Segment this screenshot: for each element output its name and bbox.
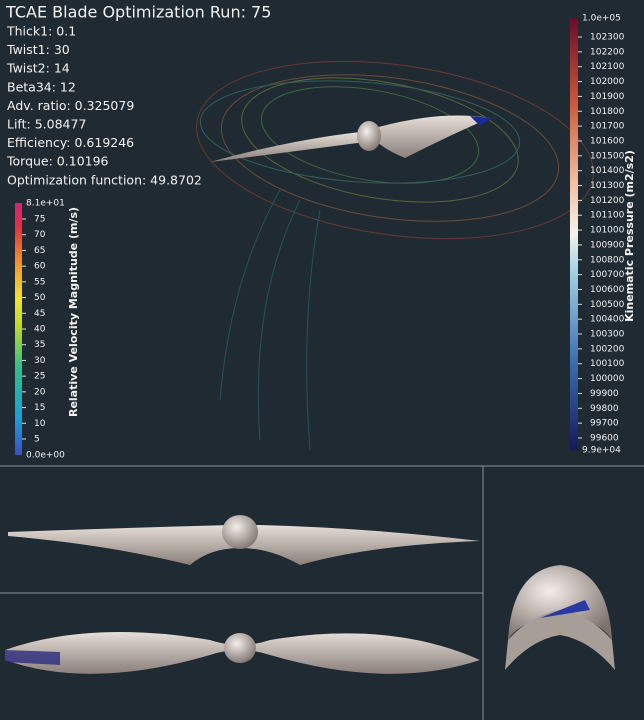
colorbar-tick-label: 101100: [590, 211, 625, 221]
colorbar-tick-label: 99700: [590, 419, 619, 429]
colorbar-tick-label: 102100: [590, 62, 625, 72]
parameter: Twist2: 14: [6, 61, 70, 76]
parameter: Adv. ratio: 0.325079: [7, 98, 134, 113]
colorbar-title: Kinematic Pressure (m2/s2): [623, 150, 636, 322]
colorbar-tick-label: 100500: [590, 300, 625, 310]
colorbar-tick-label: 45: [34, 309, 45, 319]
colorbar-tick-label: 10: [34, 419, 46, 429]
parameter: Twist1: 30: [6, 42, 70, 57]
colorbar-tick-label: 70: [34, 230, 46, 240]
colorbar-tick-label: 101200: [590, 196, 625, 206]
propeller-front-view: [8, 515, 480, 565]
colorbar-tick-label: 100400: [590, 315, 625, 325]
colorbar-tick-label: 100100: [590, 359, 625, 369]
parameter: Beta34: 12: [7, 79, 76, 94]
colorbar-tick-label: 100300: [590, 330, 625, 340]
colorbar-tick-label: 100000: [590, 374, 625, 384]
velocity-colorbar: [15, 203, 22, 455]
colorbar-tick-label: 101000: [590, 226, 625, 236]
parameter: Lift: 5.08477: [7, 117, 86, 132]
propeller-side-view: [505, 565, 615, 670]
colorbar-tick-label: 101400: [590, 166, 625, 176]
colorbar-tick-label: 102200: [590, 47, 625, 57]
colorbar-tick-label: 25: [34, 372, 45, 382]
colorbar-title: Relative Velocity Magnitude (m/s): [67, 207, 80, 417]
colorbar-tick-label: 15: [34, 403, 45, 413]
title: TCAE Blade Optimization Run: 75: [5, 3, 271, 22]
colorbar-tick-label: 101900: [590, 92, 625, 102]
parameter: Efficiency: 0.619246: [7, 135, 134, 150]
colorbar-tick-label: 40: [34, 325, 46, 335]
colorbar-tick-label: 35: [34, 340, 45, 350]
pressure-colorbar: [570, 18, 578, 450]
colorbar-tick-label: 102000: [590, 77, 625, 87]
colorbar-tick-label: 65: [34, 246, 45, 256]
colorbar-tick-label: 75: [34, 215, 45, 225]
colorbar-tick-label: 60: [34, 262, 46, 272]
colorbar-tick-label: 99900: [590, 389, 619, 399]
colorbar-tick-label: 55: [34, 277, 45, 287]
colorbar-tick-label: 101700: [590, 122, 625, 132]
colorbar-tick-label: 30: [34, 356, 46, 366]
colorbar-min: 9.9e+04: [582, 446, 621, 456]
colorbar-tick-label: 50: [34, 293, 46, 303]
colorbar-tick-label: 101300: [590, 181, 625, 191]
colorbar-tick-label: 20: [34, 387, 46, 397]
colorbar-tick-label: 101800: [590, 107, 625, 117]
colorbar-tick-label: 5: [34, 435, 40, 445]
parameter: Optimization function: 49.8702: [7, 172, 202, 187]
propeller-top-view: [5, 632, 480, 674]
colorbar-tick-label: 100900: [590, 240, 625, 250]
colorbar-tick-label: 101500: [590, 151, 625, 161]
colorbar-tick-label: 100600: [590, 285, 625, 295]
colorbar-tick-label: 100800: [590, 255, 625, 265]
colorbar-tick-label: 101600: [590, 136, 625, 146]
propeller-3d: [210, 115, 492, 162]
colorbar-tick-label: 100700: [590, 270, 625, 280]
parameter: Torque: 0.10196: [6, 154, 109, 169]
colorbar-tick-label: 99600: [590, 434, 619, 444]
colorbar-tick-label: 102300: [590, 33, 625, 43]
streamlines: [196, 60, 594, 451]
colorbar-max: 1.0e+05: [582, 14, 621, 24]
colorbar-max: 8.1e+01: [26, 199, 65, 209]
colorbar-tick-label: 100200: [590, 344, 625, 354]
parameter: Thick1: 0.1: [6, 24, 76, 39]
colorbar-tick-label: 99800: [590, 404, 619, 414]
colorbar-min: 0.0e+00: [26, 451, 65, 461]
